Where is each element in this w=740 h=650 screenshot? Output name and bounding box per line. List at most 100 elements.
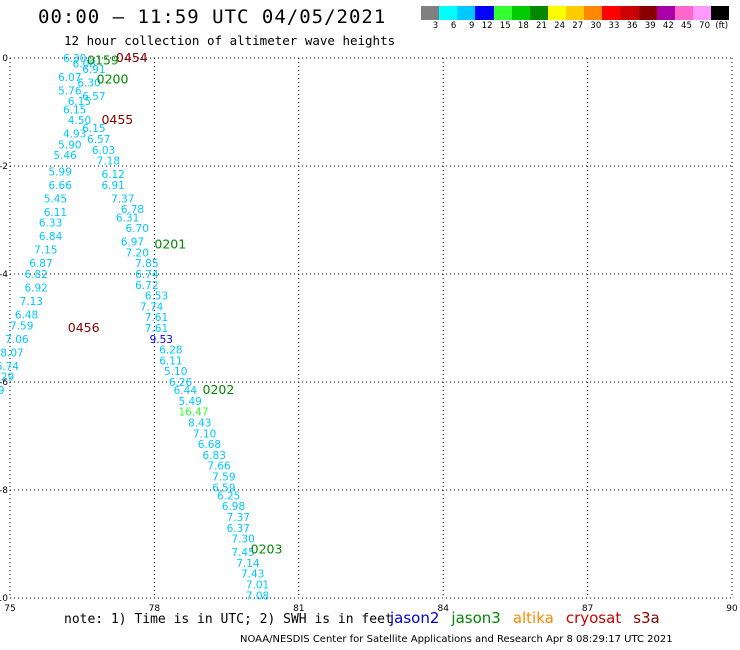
swh-value: 6.03 [92, 145, 115, 157]
swh-value: 6.72 [135, 280, 158, 292]
swh-value: 7.43 [241, 569, 264, 581]
swh-value: 8.43 [188, 418, 211, 430]
swh-value: 6.84 [39, 231, 63, 243]
swh-points: 6.306.086.916.076.305.76 6.576.156.154.50… [0, 53, 269, 602]
legend-label: 18 [517, 21, 529, 31]
swh-value: 6.07 [58, 72, 81, 84]
swh-value: 7.01 [246, 580, 269, 592]
legend-label: 39 [644, 21, 656, 31]
swh-value: 6.29 [0, 372, 14, 384]
swh-value: 6.37 [227, 523, 250, 535]
swh-value: 6.31 [116, 212, 139, 224]
swh-value: 6.28 [159, 345, 182, 357]
swh-value: 6.92 [24, 283, 47, 295]
satellite-legend: jason2 jason3 altika cryosat s3a [390, 609, 672, 627]
swh-value: 6.11 [159, 355, 182, 367]
credit-line: NOAA/NESDIS Center for Satellite Applica… [240, 634, 673, 645]
swh-value: 7.08 [246, 590, 269, 602]
pass-time-label: 0454 [116, 50, 148, 65]
legend-label: 70 [699, 21, 710, 31]
swh-value: 6.98 [222, 501, 245, 513]
swh-value: 6.97 [121, 237, 144, 249]
legend-label: 15 [499, 21, 511, 31]
swh-value: 5.45 [44, 193, 67, 205]
swh-value: 7.37 [111, 193, 134, 205]
swh-value: 6.33 [39, 218, 62, 230]
swh-value: 7.66 [207, 461, 231, 473]
swh-value: 6.53 [145, 291, 168, 303]
x-tick-label: 84 [437, 604, 449, 614]
satellite-cryosat: cryosat [565, 609, 622, 627]
swh-value: 7.30 [231, 534, 254, 546]
swh-value: 5.49 [178, 396, 201, 408]
swh-value: 6.83 [203, 450, 226, 462]
swh-value: 7.06 [5, 334, 29, 346]
legend-swatch [493, 6, 512, 20]
legend-label: 27 [572, 21, 584, 31]
page-subtitle: 12 hour collection of altimeter wave hei… [64, 33, 396, 48]
satellite-s3a: s3a [633, 609, 660, 627]
pass-time-label: 0203 [251, 541, 283, 556]
legend-swatch [529, 6, 548, 20]
legend-swatch [711, 6, 730, 20]
swh-value: 5.99 [49, 166, 72, 178]
legend-swatch [457, 6, 476, 20]
swh-value: 6.59 [0, 385, 5, 397]
x-tick-label: 78 [149, 604, 161, 614]
legend-swatch [511, 6, 530, 20]
swh-value: 6.78 [121, 204, 144, 216]
legend-swatch [620, 6, 639, 20]
satellite-jason2: jason2 [390, 609, 440, 627]
satellite-jason3: jason3 [451, 609, 501, 627]
swh-value: 6.82 [24, 269, 47, 281]
legend-label: 9 [468, 21, 475, 31]
pass-time-label: 0456 [68, 320, 100, 335]
swh-value: 6.08 [73, 58, 96, 70]
x-tick-label: 75 [4, 604, 15, 614]
pass-time-label: 0202 [203, 382, 235, 397]
swh-value: 6.70 [126, 223, 149, 235]
swh-value: 6.57 [87, 134, 110, 146]
legend-swatch [656, 6, 675, 20]
swh-value: 7.45 [231, 547, 254, 559]
legend-label: 33 [608, 21, 620, 31]
swh-value: 4.50 [68, 115, 91, 127]
swh-value: 7.13 [20, 296, 43, 308]
swh-value: 6.11 [44, 207, 67, 219]
footnote: note: 1) Time is in UTC; 2) SWH is in fe… [64, 612, 393, 627]
legend-swatch [674, 6, 693, 20]
swh-value: 6.30 [63, 53, 86, 65]
swh-value: 6.30 [77, 77, 100, 89]
legend-swatch [547, 6, 566, 20]
legend-swatches [421, 6, 730, 20]
swh-value: 7.74 [140, 301, 164, 313]
swh-value: 5.76 [58, 85, 82, 97]
pass-time-label: 0200 [97, 72, 129, 87]
swh-value: 6.26 [169, 377, 193, 389]
color-scale-legend: 3 6 9 12 15 18 21 24 27 30 33 36 39 42 45 70 (ft) [421, 6, 730, 34]
swh-value: 6.68 [198, 439, 221, 451]
legend-swatch [602, 6, 621, 20]
swh-value: 6.25 [217, 490, 240, 502]
legend-label: 45 [681, 21, 692, 31]
swh-value: 6.15 [68, 96, 91, 108]
y-tick-label: -6 [0, 378, 8, 388]
swh-value: 5.10 [164, 366, 187, 378]
swh-value: 7.37 [227, 512, 250, 524]
pass-time-label: 0201 [154, 236, 186, 251]
legend-label: 12 [481, 21, 493, 31]
swh-value: 7.59 [212, 472, 235, 484]
x-tick-label: 81 [293, 604, 304, 614]
grid-lines [9, 57, 733, 599]
legend-label: 30 [590, 21, 602, 31]
swh-value: 4.93 [63, 129, 86, 141]
legend-label: (ft) [715, 21, 729, 31]
legend-label: 42 [662, 21, 674, 31]
swh-value: 7.20 [126, 247, 149, 259]
legend-label: 3 [432, 21, 439, 31]
swh-value: 16.47 [178, 407, 208, 419]
swh-value: 6.44 [174, 385, 198, 397]
swh-value: 7.61 [145, 323, 168, 335]
swh-value: 6.15 [63, 104, 86, 116]
